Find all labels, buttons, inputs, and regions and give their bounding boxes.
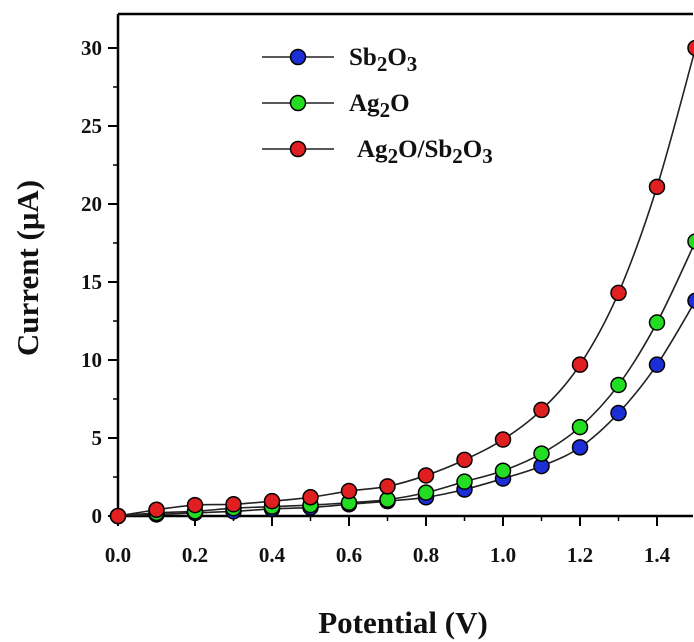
legend-subscript: 3	[407, 52, 418, 76]
data-point	[648, 356, 666, 373]
data-point	[610, 284, 627, 302]
data-point	[687, 233, 694, 250]
x-tick-label: 1.4	[644, 543, 671, 567]
series-lines	[117, 50, 694, 517]
legend-label: Ag2O/Sb2O3	[357, 136, 493, 168]
legend-marker	[289, 140, 307, 158]
legend-label: Ag2O	[349, 90, 410, 122]
data-point	[571, 418, 589, 436]
data-point	[533, 445, 550, 462]
legend-text-part: O	[387, 44, 406, 71]
legend-subscript: 2	[388, 144, 399, 168]
data-point	[610, 376, 627, 394]
y-tick-label: 30	[81, 36, 102, 60]
series-points	[109, 39, 694, 525]
legend-text-part: O	[390, 90, 409, 117]
x-axis-label: Potential (V)	[318, 605, 488, 640]
y-tick-label: 5	[92, 426, 103, 450]
data-point	[571, 356, 589, 373]
x-tick-label: 0.8	[413, 543, 439, 567]
data-point	[302, 489, 319, 506]
y-tick-label: 15	[81, 270, 102, 294]
data-point	[687, 292, 694, 309]
x-tick-label: 0.6	[336, 543, 362, 567]
axes: 0 5 10 15 20 25 30 0.0 0.2 0.4 0.6 0.8 1.0 1.2 1.4	[81, 12, 693, 567]
data-point	[148, 501, 165, 519]
data-point	[225, 496, 242, 513]
legend-label: Sb2O3	[349, 44, 417, 76]
data-point	[687, 39, 694, 57]
data-point	[533, 401, 550, 419]
y-axis-label: Current (μA)	[10, 180, 45, 356]
data-point	[417, 484, 435, 501]
x-tick-label: 1.0	[490, 543, 516, 567]
data-point	[186, 496, 204, 514]
data-point	[379, 478, 396, 495]
x-tick-label: 0.4	[259, 543, 286, 567]
data-point	[263, 492, 281, 510]
data-point	[610, 404, 627, 422]
data-point	[571, 439, 589, 456]
series-line-1	[117, 242, 694, 517]
data-point	[456, 473, 473, 490]
y-tick-label: 0	[92, 504, 103, 528]
y-tick-label: 25	[81, 114, 102, 138]
legend-text-part: Sb	[349, 44, 377, 71]
legend-text-part: Ag	[349, 90, 380, 117]
legend-subscript: 2	[452, 144, 463, 168]
legend-subscript: 2	[380, 98, 391, 122]
x-tick-label: 1.2	[567, 543, 593, 567]
y-tick-label: 20	[81, 192, 102, 216]
y-tick-label: 10	[81, 348, 102, 372]
x-tick-label: 0.0	[105, 543, 131, 567]
data-point	[340, 482, 358, 500]
series-line-0	[117, 301, 694, 517]
legend-text-part: O/Sb	[398, 136, 452, 163]
data-point	[109, 507, 127, 525]
series-line-2	[117, 50, 694, 517]
legend-marker	[289, 48, 307, 66]
legend-subscript: 2	[377, 52, 388, 76]
data-point	[648, 178, 666, 196]
data-point	[417, 467, 435, 484]
x-tick-label: 0.2	[182, 543, 208, 567]
legend-marker	[289, 94, 307, 112]
data-point	[648, 314, 666, 331]
data-point	[494, 462, 512, 480]
data-point	[494, 431, 512, 448]
legend-subscript: 3	[482, 144, 493, 168]
legend-text-part: Ag	[357, 136, 388, 163]
data-point	[456, 451, 473, 469]
legend-text-part: O	[463, 136, 482, 163]
